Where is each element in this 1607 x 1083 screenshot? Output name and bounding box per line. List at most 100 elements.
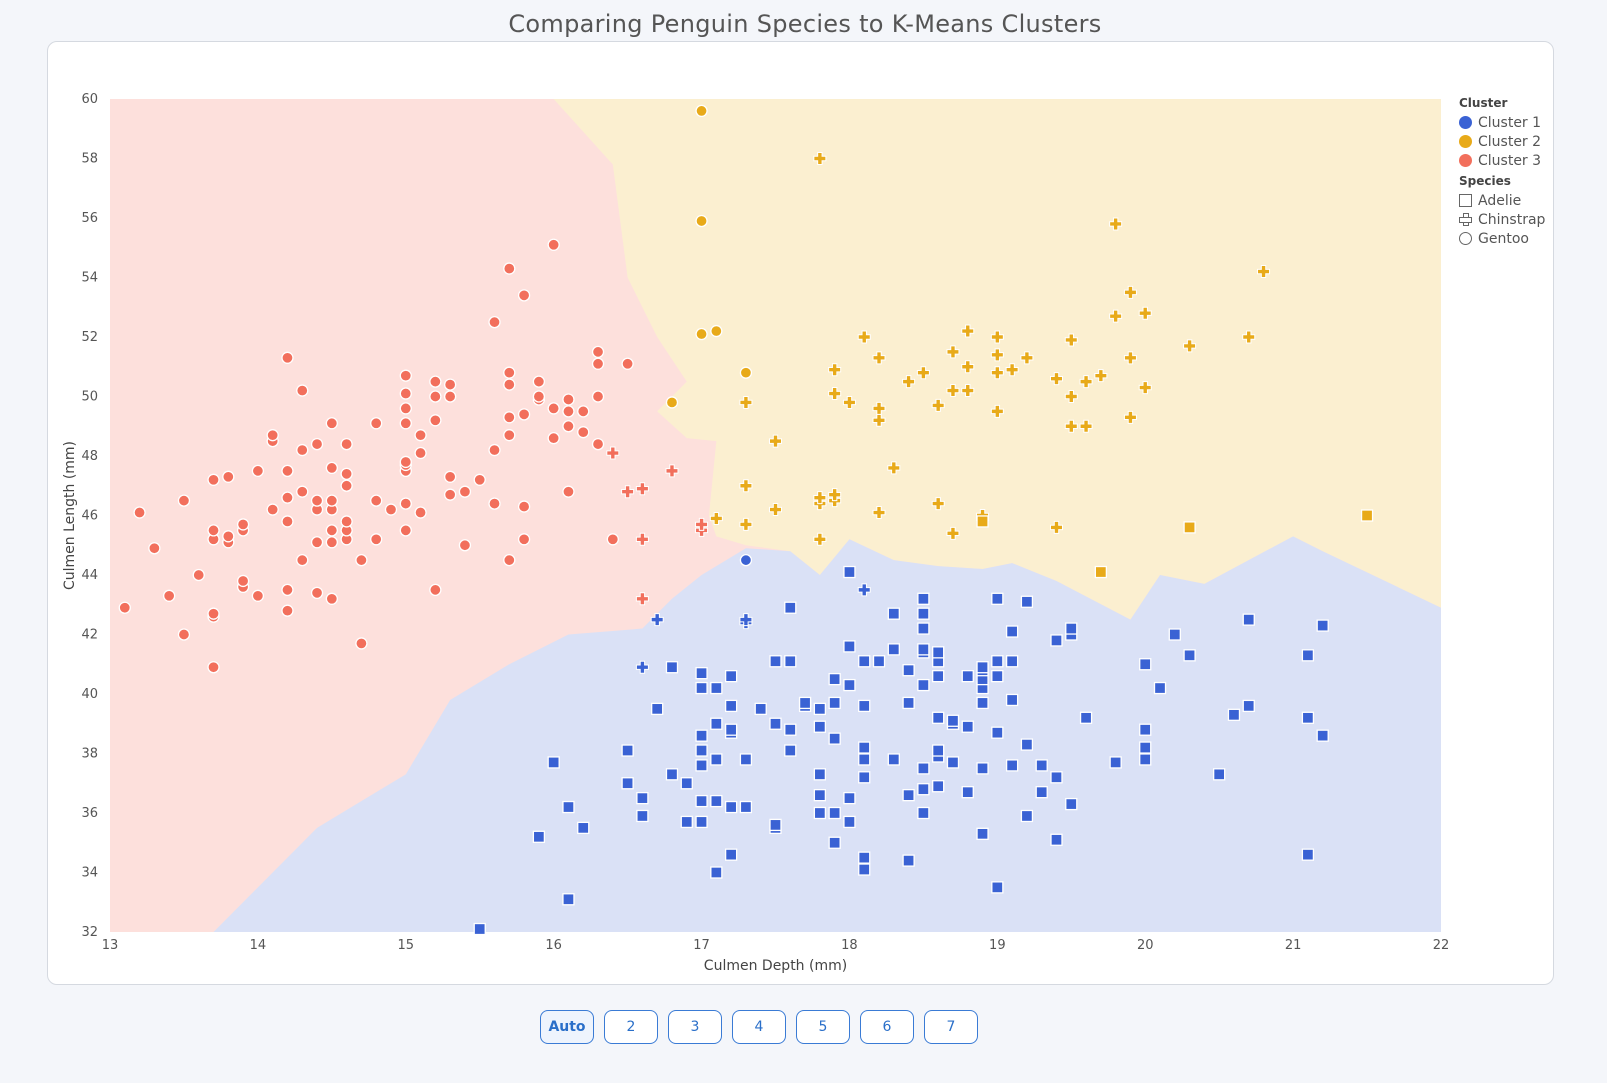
legend-item-chinstrap[interactable]: Chinstrap bbox=[1459, 210, 1599, 229]
adelie-point bbox=[932, 744, 945, 757]
adelie-point bbox=[769, 655, 782, 668]
legend-item-cluster-3[interactable]: Cluster 3 bbox=[1459, 151, 1599, 170]
gentoo-point bbox=[562, 485, 575, 498]
adelie-point bbox=[1139, 741, 1152, 754]
adelie-point bbox=[1153, 681, 1167, 695]
gentoo-point bbox=[503, 366, 516, 379]
y-tick-label: 60 bbox=[81, 92, 98, 107]
gentoo-point bbox=[517, 289, 531, 302]
adelie-point bbox=[1035, 759, 1048, 772]
adelie-point bbox=[1139, 753, 1152, 766]
chinstrap-point bbox=[1064, 333, 1078, 347]
chinstrap-point bbox=[946, 384, 960, 398]
chinstrap-point bbox=[872, 413, 886, 427]
plus-marker-icon bbox=[1459, 213, 1472, 226]
adelie-point bbox=[1213, 768, 1226, 781]
adelie-point bbox=[932, 646, 945, 659]
chinstrap-point bbox=[1242, 330, 1256, 344]
gentoo-point bbox=[222, 530, 235, 543]
gentoo-point bbox=[458, 539, 472, 552]
chinstrap-point bbox=[931, 497, 945, 511]
k-button-auto[interactable]: Auto bbox=[540, 1010, 594, 1044]
adelie-point bbox=[1242, 613, 1255, 626]
adelie-point bbox=[843, 565, 856, 579]
adelie-point bbox=[858, 771, 871, 784]
adelie-point bbox=[843, 815, 856, 829]
k-button-2[interactable]: 2 bbox=[604, 1010, 658, 1044]
adelie-point bbox=[843, 640, 856, 653]
adelie-point bbox=[1065, 797, 1078, 811]
chinstrap-point bbox=[872, 401, 886, 415]
adelie-point bbox=[724, 723, 738, 736]
adelie-point bbox=[991, 655, 1004, 668]
adelie-point bbox=[813, 720, 827, 733]
gentoo-point bbox=[429, 390, 442, 403]
legend-item-cluster-1[interactable]: Cluster 1 bbox=[1459, 113, 1599, 132]
chinstrap-point bbox=[1109, 309, 1123, 323]
legend-item-cluster-2[interactable]: Cluster 2 bbox=[1459, 132, 1599, 151]
x-tick-label: 22 bbox=[1433, 938, 1450, 953]
k-button-6[interactable]: 6 bbox=[860, 1010, 914, 1044]
k-button-4[interactable]: 4 bbox=[732, 1010, 786, 1044]
adelie-point bbox=[917, 806, 930, 820]
gentoo-point bbox=[236, 574, 250, 588]
chinstrap-point bbox=[1138, 306, 1152, 320]
x-tick-label: 19 bbox=[989, 938, 1006, 953]
adelie-point bbox=[547, 756, 560, 769]
k-button-3[interactable]: 3 bbox=[668, 1010, 722, 1044]
adelie-point bbox=[473, 922, 486, 936]
gentoo-point bbox=[591, 437, 605, 451]
y-tick-label: 42 bbox=[81, 628, 98, 643]
adelie-point bbox=[1065, 622, 1078, 635]
gentoo-point bbox=[296, 384, 309, 397]
adelie-point bbox=[562, 893, 575, 906]
gentoo-point bbox=[443, 470, 457, 483]
cluster-count-selector: Auto 2 3 4 5 6 7 bbox=[540, 1010, 978, 1046]
k-button-5[interactable]: 5 bbox=[796, 1010, 850, 1044]
chinstrap-point bbox=[813, 532, 827, 546]
chinstrap-point bbox=[872, 506, 886, 520]
legend-item-gentoo[interactable]: Gentoo bbox=[1459, 229, 1599, 248]
gentoo-point bbox=[503, 378, 516, 391]
y-tick-label: 58 bbox=[81, 152, 98, 167]
gentoo-point bbox=[547, 238, 560, 251]
chinstrap-point bbox=[1079, 419, 1093, 433]
adelie-point bbox=[695, 744, 708, 757]
chinstrap-point bbox=[621, 485, 635, 499]
adelie-point bbox=[710, 866, 723, 879]
adelie-point bbox=[961, 786, 974, 799]
adelie-point bbox=[1005, 655, 1019, 668]
chinstrap-point bbox=[990, 404, 1004, 418]
adelie-point bbox=[828, 696, 841, 710]
adelie-point bbox=[902, 789, 915, 802]
adelie-point bbox=[1020, 809, 1034, 823]
chinstrap-point bbox=[1094, 369, 1108, 383]
adelie-point bbox=[710, 681, 723, 695]
adelie-point bbox=[976, 696, 989, 710]
adelie-point bbox=[724, 848, 738, 861]
legend-item-adelie[interactable]: Adelie bbox=[1459, 191, 1599, 210]
gentoo-point bbox=[207, 524, 220, 537]
adelie-point bbox=[872, 655, 886, 668]
adelie-point bbox=[1020, 738, 1034, 751]
gentoo-point bbox=[251, 464, 265, 478]
adelie-point bbox=[769, 717, 782, 730]
adelie-point bbox=[1301, 649, 1315, 662]
chinstrap-point bbox=[739, 613, 753, 627]
adelie-point bbox=[858, 753, 871, 766]
chart-title: Comparing Penguin Species to K-Means Clu… bbox=[508, 10, 1102, 38]
legend-item-label: Chinstrap bbox=[1478, 211, 1546, 228]
gentoo-point bbox=[591, 390, 605, 403]
gentoo-point bbox=[192, 568, 205, 582]
chinstrap-point bbox=[1123, 285, 1137, 299]
k-button-7[interactable]: 7 bbox=[924, 1010, 978, 1044]
gentoo-point bbox=[148, 542, 161, 555]
adelie-point bbox=[739, 753, 753, 766]
gentoo-point bbox=[281, 515, 294, 528]
gentoo-point bbox=[310, 437, 324, 451]
x-tick-label: 20 bbox=[1137, 938, 1154, 953]
gentoo-point bbox=[695, 327, 708, 341]
y-tick-label: 34 bbox=[81, 866, 98, 881]
chinstrap-point bbox=[635, 592, 649, 606]
adelie-point bbox=[917, 607, 930, 620]
